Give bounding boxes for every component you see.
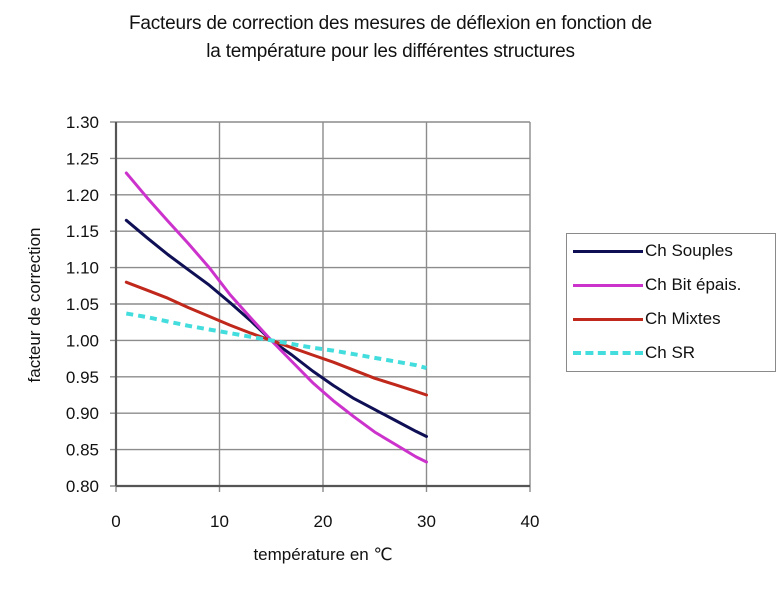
legend-label: Ch Bit épais.: [645, 275, 742, 294]
x-axis-label: température en ℃: [253, 545, 393, 564]
x-tick-label: 0: [111, 512, 120, 531]
legend-swatch-bit-epais: [573, 283, 643, 287]
chart-title: Facteurs de correction des mesures de dé…: [0, 10, 781, 66]
legend-swatch-souples: [573, 249, 643, 253]
legend-label: Ch Mixtes: [645, 309, 721, 328]
y-tick-label: 1.30: [66, 113, 99, 132]
series-line: [124, 218, 428, 438]
y-tick-label: 1.05: [66, 295, 99, 314]
data-series: [124, 171, 428, 464]
x-tick-label: 10: [210, 512, 229, 531]
legend-label: Ch SR: [645, 343, 696, 362]
axes: [114, 122, 530, 488]
series-line: [124, 280, 428, 397]
legend-swatch-mixtes: [573, 317, 643, 321]
legend-item-mixtes: Ch Mixtes: [573, 307, 721, 331]
chart-title-line-1: Facteurs de correction des mesures de dé…: [128, 13, 653, 34]
y-tick-label: 0.90: [66, 404, 99, 423]
y-tick-label: 1.20: [66, 186, 99, 205]
legend-item-souples: Ch Souples: [573, 239, 733, 263]
legend-item-sr: Ch SR: [573, 341, 695, 365]
y-tick-label: 1.25: [66, 149, 99, 168]
x-tick-label: 20: [314, 512, 333, 531]
x-tick-label: 30: [417, 512, 436, 531]
y-axis-ticks: 0.80 0.85 0.90 0.95 1.00 1.05 1.10 1.15 1.20 1.25…: [66, 113, 99, 496]
y-tick-label: 0.85: [66, 441, 99, 460]
y-tick-label: 1.15: [66, 222, 99, 241]
legend-item-bit-epais: Ch Bit épais.: [573, 273, 741, 297]
grid-lines: [110, 121, 531, 492]
y-tick-label: 0.95: [66, 368, 99, 387]
series-line: [124, 171, 428, 464]
series-line: [125, 311, 428, 371]
legend: Ch Souples Ch Bit épais. Ch Mixtes Ch SR: [566, 233, 776, 372]
x-tick-label: 40: [521, 512, 540, 531]
y-tick-label: 1.00: [66, 331, 99, 350]
y-tick-label: 1.10: [66, 259, 99, 278]
legend-label: Ch Souples: [645, 241, 733, 260]
x-axis-ticks: 0 10 20 30 40: [111, 512, 539, 531]
legend-swatch-sr: [573, 351, 643, 355]
y-tick-label: 0.80: [66, 477, 99, 496]
chart-title-line-2: la température pour les différentes stru…: [206, 41, 575, 62]
